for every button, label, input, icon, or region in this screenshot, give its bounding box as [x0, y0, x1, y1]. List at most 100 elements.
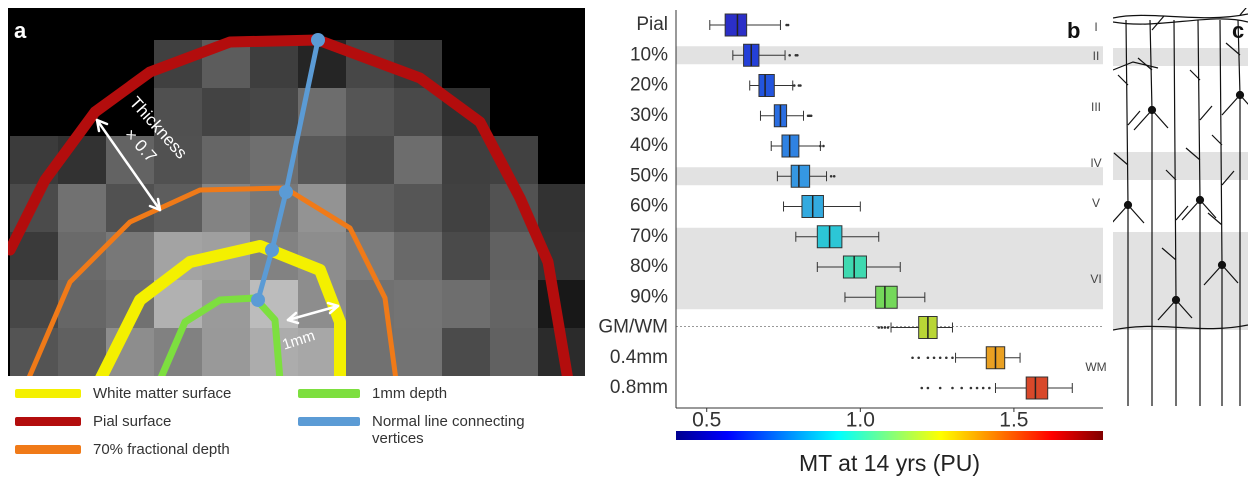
pixel	[442, 232, 490, 280]
category-label: Pial	[636, 14, 668, 35]
category-label: 50%	[630, 165, 668, 186]
outlier	[796, 53, 799, 57]
outlier	[938, 386, 942, 390]
pixel	[490, 328, 538, 376]
x-tick-label: 1.5	[999, 409, 1028, 432]
pixel	[490, 232, 538, 280]
category-label: 40%	[630, 135, 668, 156]
layer-label: WM	[1085, 360, 1106, 374]
pixel	[538, 184, 585, 232]
box	[875, 285, 898, 309]
pixel	[202, 328, 250, 376]
outlier	[880, 326, 884, 329]
pixel	[394, 328, 442, 376]
x-tick-label: 0.5	[692, 409, 721, 432]
pixel	[346, 136, 394, 184]
legend-swatch	[15, 417, 81, 426]
outlier	[799, 84, 802, 87]
fibers	[1113, 13, 1248, 331]
outlier	[975, 386, 979, 390]
legend-label: White matter surface	[93, 385, 232, 402]
pixel	[442, 328, 490, 376]
outlier	[920, 386, 924, 390]
category-label: 70%	[630, 226, 668, 247]
outlier	[886, 326, 890, 329]
pixel	[250, 376, 298, 424]
outlier	[969, 386, 973, 390]
pixel	[58, 328, 106, 376]
box	[790, 164, 811, 188]
outlier	[809, 114, 813, 118]
soma	[1147, 105, 1157, 115]
pixel	[250, 40, 298, 88]
outlier	[938, 356, 942, 360]
panel-label: b	[1067, 18, 1080, 43]
pixel	[394, 88, 442, 136]
soma	[1217, 260, 1227, 270]
pixel	[442, 280, 490, 328]
outlier	[786, 23, 790, 27]
category-label: 10%	[630, 44, 668, 65]
pixel	[394, 280, 442, 328]
pixel	[346, 184, 394, 232]
pixel	[298, 136, 346, 184]
legend-label: Normal line connecting vertices	[372, 413, 525, 447]
legend-label: 1mm depth	[372, 385, 448, 402]
pixel	[394, 184, 442, 232]
category-label: 30%	[630, 105, 668, 126]
legend-label: Pial surface	[93, 413, 172, 430]
x-axis-label: MT at 14 yrs (PU)	[799, 450, 980, 476]
outlier	[917, 356, 920, 360]
legend-swatch	[15, 445, 81, 454]
layer-label: IV	[1090, 156, 1101, 170]
pixel	[442, 184, 490, 232]
outlier	[926, 356, 930, 360]
pixel	[394, 136, 442, 184]
legend-swatch	[298, 417, 360, 426]
outlier	[832, 174, 836, 178]
layer-band	[676, 167, 1103, 186]
legend-swatch	[298, 389, 360, 398]
layer-label: V	[1092, 196, 1100, 210]
outlier	[883, 326, 887, 329]
outlier	[960, 386, 963, 390]
outlier	[877, 326, 881, 329]
outlier	[819, 144, 822, 148]
neuron-drawing	[1113, 8, 1248, 406]
chart: b IIIIIIIVVVIWMPial10%20%30%40%50%60%70%8…	[598, 10, 1107, 476]
pixel	[58, 184, 106, 232]
normal-line	[255, 37, 321, 303]
outlier	[951, 386, 954, 390]
depth70-contour	[26, 185, 398, 376]
category-label: GM/WM	[598, 317, 668, 338]
outlier	[951, 356, 954, 360]
layer-label: II	[1093, 49, 1100, 63]
outlier	[829, 174, 833, 178]
layer-label: I	[1094, 20, 1097, 34]
layer-band	[676, 46, 1103, 65]
pixel	[202, 88, 250, 136]
colorbar	[676, 431, 1103, 440]
outlier	[926, 386, 930, 390]
soma	[1235, 90, 1245, 100]
outlier	[792, 84, 796, 87]
pixel	[10, 280, 58, 328]
pixel	[202, 136, 250, 184]
pixel	[154, 136, 202, 184]
contours	[8, 33, 573, 376]
outlier	[945, 356, 948, 360]
pixel	[442, 136, 490, 184]
panel-label: a	[14, 18, 27, 43]
box	[724, 13, 748, 37]
pixel	[250, 88, 298, 136]
outlier	[911, 356, 914, 360]
pixel	[394, 232, 442, 280]
outlier	[981, 386, 985, 390]
pixel	[346, 88, 394, 136]
layer-label: VI	[1090, 272, 1101, 286]
box	[758, 74, 775, 97]
category-label: 0.8mm	[610, 377, 668, 398]
category-label: 80%	[630, 256, 668, 277]
